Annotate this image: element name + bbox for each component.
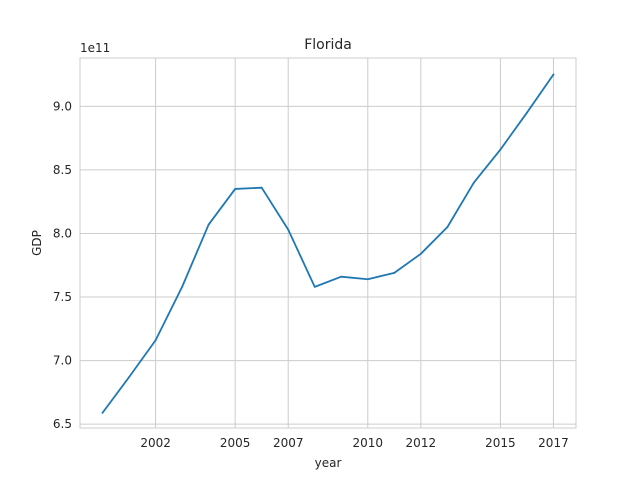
x-tick-label: 2002: [140, 436, 171, 450]
data-point: [366, 278, 369, 281]
data-point: [101, 411, 104, 414]
data-point: [446, 226, 449, 229]
data-point: [234, 188, 237, 190]
x-tick-label: 2012: [406, 436, 437, 450]
y-tick-label: 8.0: [53, 226, 72, 240]
data-point: [313, 285, 316, 288]
data-point: [340, 275, 343, 278]
y-tick-label: 8.5: [53, 163, 72, 177]
data-point: [260, 186, 263, 189]
y-tick-label: 7.5: [53, 290, 72, 304]
data-point: [526, 111, 528, 114]
chart-title: Florida: [304, 37, 352, 53]
y-tick-label: 9.0: [53, 99, 72, 113]
series-group: [101, 73, 555, 414]
y-axis-label: GDP: [30, 230, 44, 256]
data-point: [154, 339, 157, 342]
x-tick-label: 2007: [273, 436, 304, 450]
x-tick-label: 2005: [220, 436, 251, 450]
data-point: [499, 148, 502, 151]
y-tick-label: 6.5: [53, 417, 72, 431]
data-point: [181, 285, 184, 288]
data-point: [393, 271, 396, 274]
data-point: [128, 376, 130, 379]
x-tick-label: 2010: [353, 436, 384, 450]
x-tick-label: 2017: [538, 436, 569, 450]
y-axis-offset-text: 1e11: [80, 41, 110, 55]
series-line: [101, 73, 555, 414]
plot-area-frame: [79, 57, 577, 429]
x-axis-label: year: [315, 456, 342, 470]
data-point: [419, 252, 422, 255]
y-tick-label: 7.0: [53, 354, 72, 368]
tick-labels: 6.5 7.0 7.5 8.0 8.5 9.0 2002 2005 2007 2010 2012 20…: [53, 99, 569, 450]
data-point: [287, 228, 290, 231]
data-point: [472, 181, 475, 184]
grid: [80, 58, 576, 428]
data-point: [207, 223, 210, 226]
x-tick-label: 2015: [485, 436, 516, 450]
data-point: [552, 73, 555, 76]
